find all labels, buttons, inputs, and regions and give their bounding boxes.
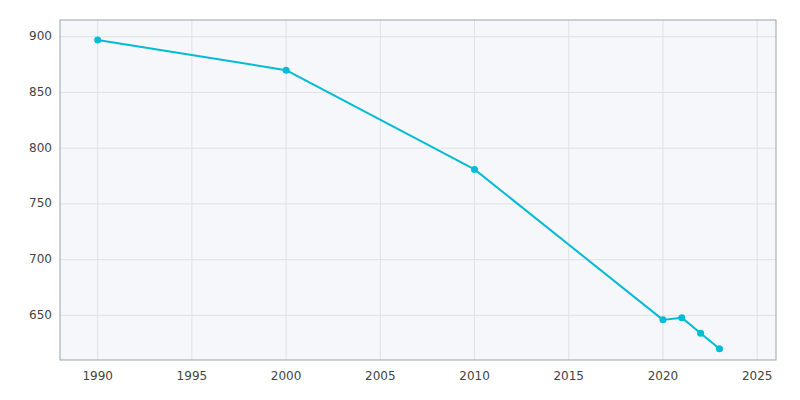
x-tick-label: 2015 (553, 369, 584, 383)
y-tick-label: 750 (29, 196, 52, 210)
y-tick-label: 800 (29, 141, 52, 155)
grid-line-y (60, 92, 776, 93)
grid (60, 20, 776, 360)
point (283, 67, 290, 74)
grid-line-y (60, 203, 776, 204)
y-tick-label: 900 (29, 29, 52, 43)
point (659, 316, 666, 323)
grid-line-x (568, 20, 569, 360)
y-tick-label: 850 (29, 85, 52, 99)
grid-line-y (60, 148, 776, 149)
chart: 1990 1995 2000 2005 2010 2015 2020 2025 650 700 75… (0, 0, 800, 400)
y-tick-label: 650 (29, 308, 52, 322)
point (471, 166, 478, 173)
x-tick-label: 1990 (82, 369, 113, 383)
grid-line-x (662, 20, 663, 360)
axes: 1990 1995 2000 2005 2010 2015 2020 2025 650 700 75… (29, 29, 772, 383)
point (94, 37, 101, 44)
point (716, 345, 723, 352)
point (697, 330, 704, 337)
x-tick-label: 2025 (742, 369, 773, 383)
plot-background (60, 20, 776, 360)
plot-frame (60, 20, 776, 360)
page: {"chart_data": {"type": "line", "x": [19… (0, 0, 800, 400)
x-tick-label: 1995 (177, 369, 208, 383)
x-tick-label: 2020 (648, 369, 679, 383)
grid-line-x (380, 20, 381, 360)
grid-line-y (60, 259, 776, 260)
chart-container: 1990 1995 2000 2005 2010 2015 2020 2025 650 700 75… (0, 0, 800, 400)
x-tick-label: 2005 (365, 369, 396, 383)
grid-line-x (191, 20, 192, 360)
grid-line-x (97, 20, 98, 360)
grid-line-y (60, 315, 776, 316)
grid-line-y (60, 36, 776, 37)
y-tick-label: 700 (29, 252, 52, 266)
x-tick-label: 2000 (271, 369, 302, 383)
x-tick-label: 2010 (459, 369, 490, 383)
point (678, 314, 685, 321)
grid-line-x (474, 20, 475, 360)
line (98, 40, 720, 349)
grid-line-x (757, 20, 758, 360)
series (94, 37, 723, 353)
